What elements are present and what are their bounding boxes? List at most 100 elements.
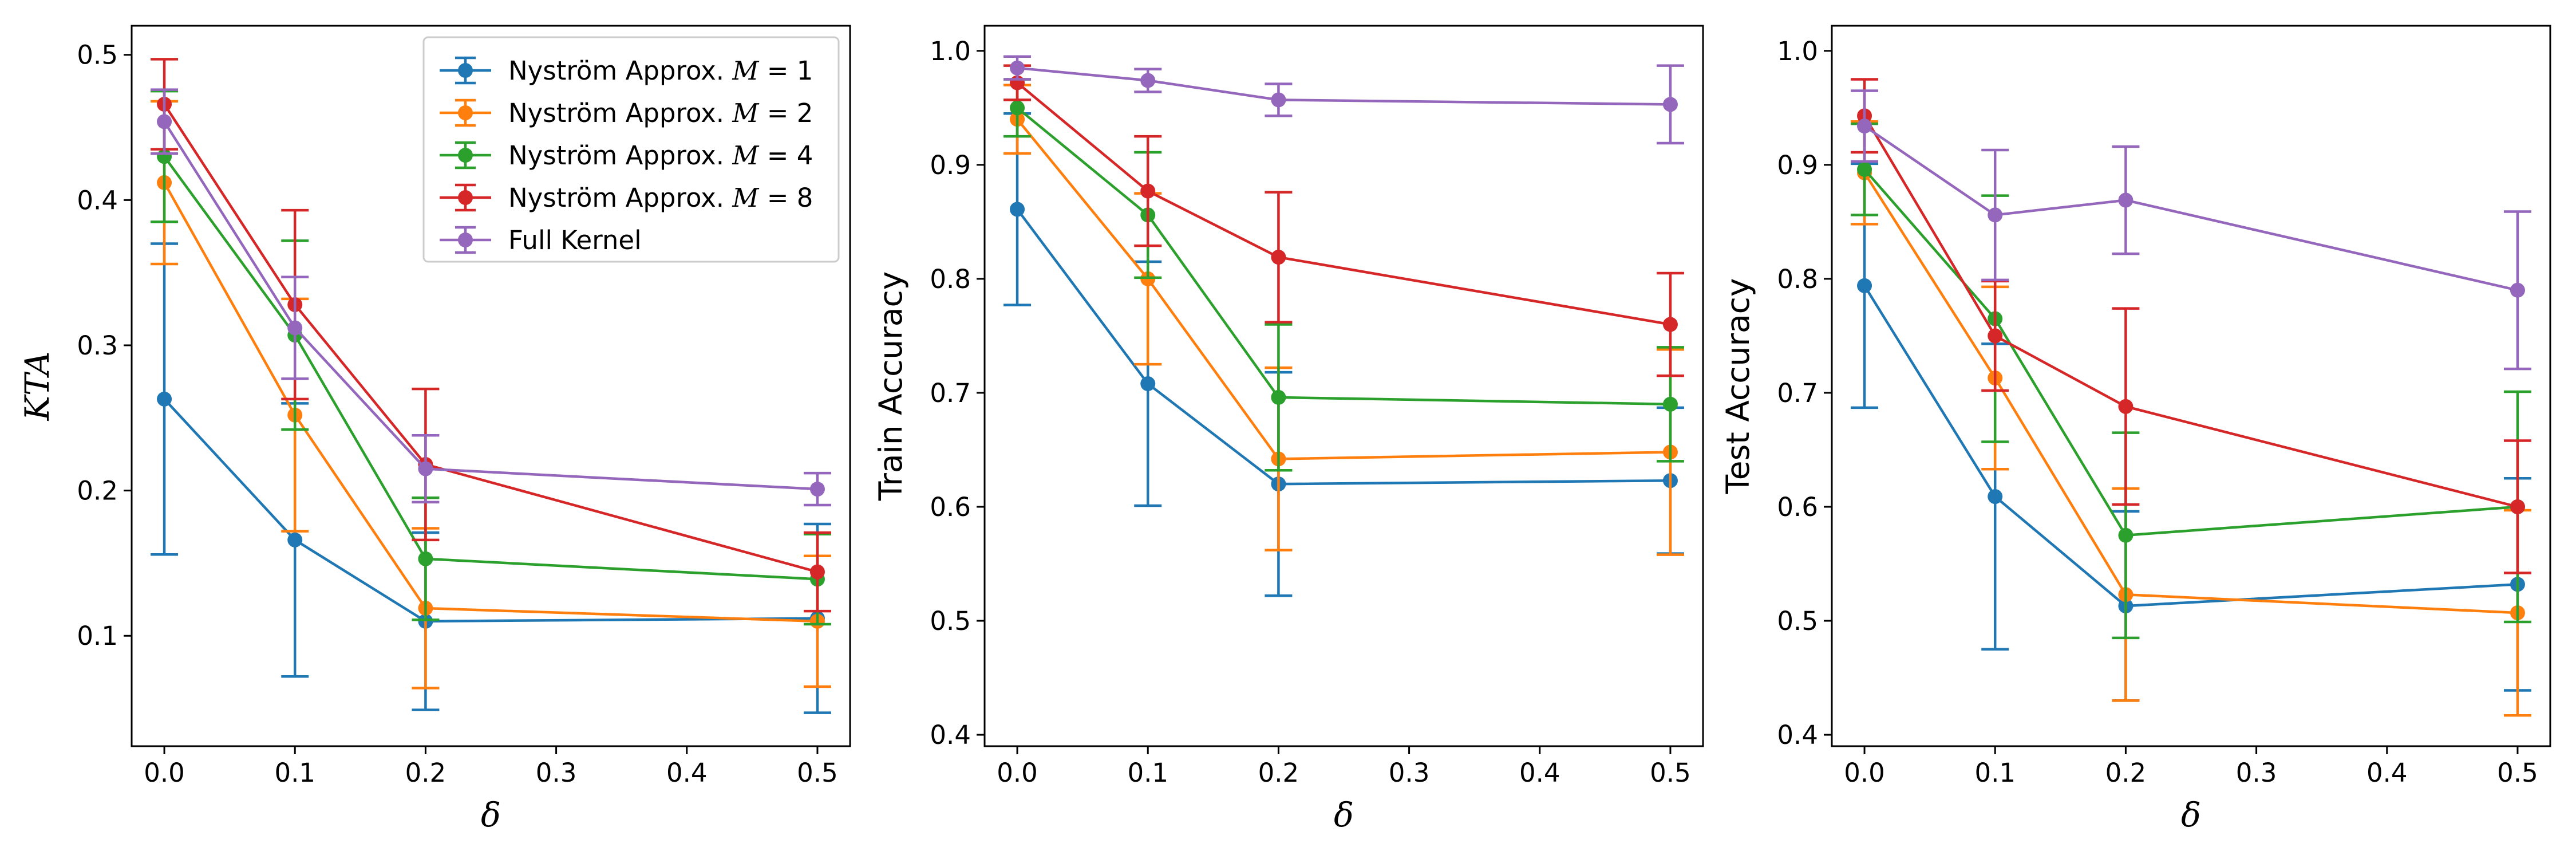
series-line xyxy=(163,398,817,623)
y-tick-label: 1.0 xyxy=(1777,36,1818,66)
series-2 xyxy=(1003,84,1684,556)
data-point xyxy=(1857,161,1872,177)
legend-label: Nyström Approx. M = 8 xyxy=(508,183,813,213)
x-tick-label: 0.2 xyxy=(2105,758,2147,788)
series-3 xyxy=(1851,122,2531,640)
series-1 xyxy=(1851,162,2531,702)
x-tick-label: 0.4 xyxy=(2366,758,2408,788)
axes-frame xyxy=(1831,25,2551,747)
series-5 xyxy=(1851,89,2531,371)
data-point xyxy=(1010,60,1025,76)
x-tick-label: 0.0 xyxy=(1844,758,1885,788)
y-axis-label: Test Accuracy xyxy=(1720,278,1756,495)
y-tick-label: 0.8 xyxy=(930,264,971,294)
legend-marker xyxy=(458,105,473,120)
panel-3: 0.0 0.1 0.2 0.3 0.4 0.5 0.4 0.5 0.6 0.7 0.8 0.9 1.0 δ… xyxy=(1720,25,2551,834)
x-tick-label: 0.1 xyxy=(1974,758,2016,788)
x-tick-label: 0.3 xyxy=(2236,758,2277,788)
legend-marker xyxy=(458,148,473,163)
y-tick-label: 0.1 xyxy=(77,621,118,651)
y-axis-label: Train Accuracy xyxy=(872,271,909,502)
data-point xyxy=(157,114,172,129)
legend-marker xyxy=(458,233,473,247)
series-line xyxy=(163,121,818,491)
y-tick-label: 0.5 xyxy=(1777,606,1818,636)
plot-area xyxy=(1003,55,1684,597)
data-point xyxy=(2118,399,2134,414)
y-tick-label: 0.3 xyxy=(77,330,118,361)
plot-area xyxy=(151,58,831,714)
data-point xyxy=(1271,250,1286,265)
y-tick-label: 0.7 xyxy=(1777,378,1818,408)
series-line xyxy=(163,103,818,573)
data-point xyxy=(1271,92,1286,108)
x-tick-label: 0.5 xyxy=(797,758,838,788)
series-line xyxy=(1863,115,2518,509)
data-point xyxy=(1988,328,2003,344)
series-line xyxy=(1863,168,2518,537)
legend-label: Nyström Approx. M = 1 xyxy=(508,56,813,86)
y-axis-label: KTA xyxy=(18,352,57,421)
y-tick-label: 1.0 xyxy=(930,36,971,66)
y-tick-label: 0.8 xyxy=(1777,264,1818,294)
y-tick-label: 0.4 xyxy=(1777,720,1818,750)
series-line xyxy=(1017,66,1670,106)
series-line xyxy=(1863,172,2518,614)
y-tick-label: 0.9 xyxy=(1777,150,1818,180)
series-1 xyxy=(1003,112,1684,597)
data-point xyxy=(1010,202,1025,217)
data-point xyxy=(809,564,825,580)
data-point xyxy=(1662,97,1678,112)
data-point xyxy=(809,482,825,497)
y-tick-label: 0.4 xyxy=(77,185,118,215)
data-point xyxy=(1662,317,1678,332)
x-tick-label: 0.4 xyxy=(1519,758,1560,788)
x-axis-label: δ xyxy=(2181,795,2201,834)
series-5 xyxy=(151,88,831,507)
series-line xyxy=(1863,125,2518,291)
x-tick-label: 0.5 xyxy=(2497,758,2538,788)
x-tick-label: 0.0 xyxy=(144,758,185,788)
data-point xyxy=(1988,489,2003,505)
data-point xyxy=(2510,499,2525,514)
data-point xyxy=(157,391,172,407)
data-point xyxy=(1857,119,1872,134)
data-point xyxy=(1140,376,1156,392)
data-point xyxy=(1988,207,2003,223)
x-tick-label: 0.3 xyxy=(1389,758,1430,788)
y-tick-label: 0.4 xyxy=(930,720,971,750)
x-tick-label: 0.3 xyxy=(536,758,577,788)
x-tick-label: 0.1 xyxy=(274,758,315,788)
series-line xyxy=(163,182,818,623)
data-point xyxy=(287,532,303,547)
legend-label: Nyström Approx. M = 4 xyxy=(508,140,813,171)
series-1 xyxy=(151,242,831,714)
x-tick-label: 0.2 xyxy=(405,758,447,788)
x-tick-label: 0.1 xyxy=(1127,758,1168,788)
x-tick-label: 0.2 xyxy=(1258,758,1299,788)
y-tick-label: 0.5 xyxy=(930,606,971,636)
data-point xyxy=(1010,100,1025,116)
x-tick-label: 0.0 xyxy=(997,758,1038,788)
legend-box xyxy=(422,36,840,263)
y-tick-label: 0.5 xyxy=(77,40,118,70)
series-4 xyxy=(1851,78,2531,574)
axes-frame xyxy=(983,25,1704,747)
data-point xyxy=(1857,278,1872,293)
legend-label: Nyström Approx. M = 2 xyxy=(508,98,813,128)
legend-entry-1: Nyström Approx. M = 1 xyxy=(440,56,813,86)
y-tick-label: 0.9 xyxy=(930,150,971,180)
data-point xyxy=(1271,389,1286,405)
data-point xyxy=(1662,396,1678,412)
legend-entry-2: Nyström Approx. M = 2 xyxy=(440,98,813,128)
y-tick-label: 0.2 xyxy=(77,476,118,506)
x-axis-label: δ xyxy=(481,795,501,834)
legend-entry-4: Nyström Approx. M = 8 xyxy=(440,183,813,213)
data-point xyxy=(2118,527,2134,543)
data-point xyxy=(2118,192,2134,208)
series-line xyxy=(1863,285,2518,608)
series-4 xyxy=(1003,64,1684,377)
legend-label: Full Kernel xyxy=(508,225,642,255)
panel-2: 0.0 0.1 0.2 0.3 0.4 0.5 0.4 0.5 0.6 0.7 0.8 0.9 1.0 δ… xyxy=(872,25,1704,834)
